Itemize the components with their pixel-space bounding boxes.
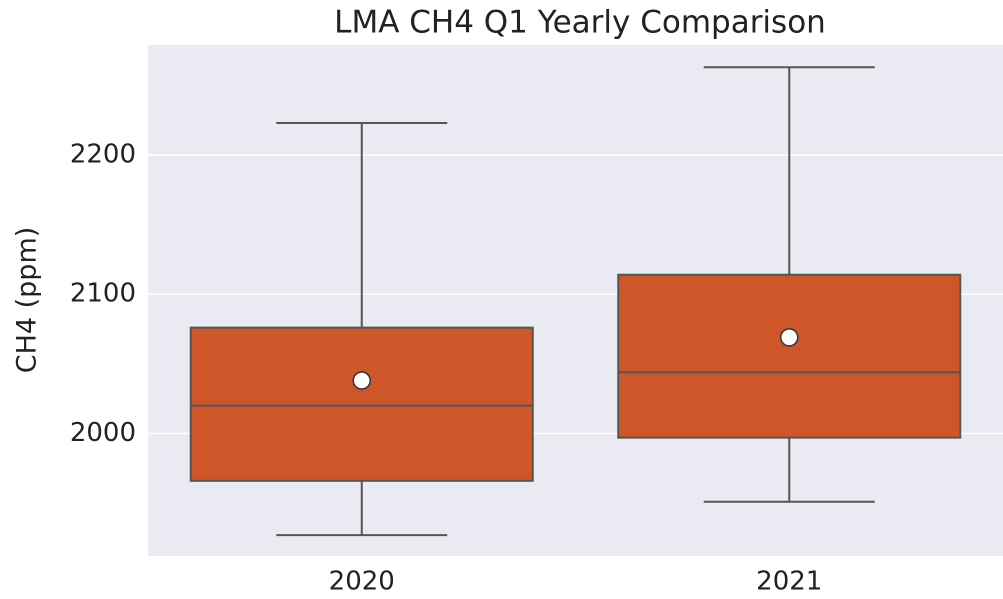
- x-tick-label: 2021: [756, 567, 822, 597]
- y-axis-label: CH4 (ppm): [12, 227, 43, 374]
- mean-marker: [780, 328, 799, 347]
- chart-title: LMA CH4 Q1 Yearly Comparison: [334, 5, 826, 41]
- box: [617, 273, 962, 439]
- x-tick-label: 2020: [329, 567, 395, 597]
- y-tick-label: 2000: [70, 418, 136, 448]
- y-tick-label: 2100: [70, 279, 136, 309]
- y-tick-label: 2200: [70, 139, 136, 169]
- box: [189, 326, 534, 482]
- mean-marker: [352, 371, 371, 390]
